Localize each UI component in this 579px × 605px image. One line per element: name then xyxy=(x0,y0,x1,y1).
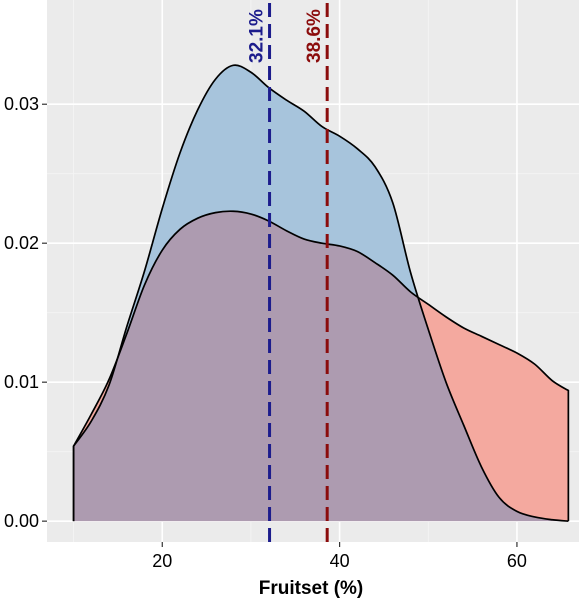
x-tick-label: 40 xyxy=(330,551,350,571)
density-area-overlap xyxy=(73,211,569,522)
axis-ticks: 20 40 60 0.00 0.01 0.02 0.03 xyxy=(4,94,527,571)
y-tick-label: 0.01 xyxy=(4,372,39,392)
density-curves xyxy=(72,64,570,522)
density-areas xyxy=(73,65,569,522)
x-tick-label: 60 xyxy=(507,551,527,571)
reference-lines: 32.1% 38.6% xyxy=(247,3,329,542)
density-curve-blue xyxy=(72,64,569,522)
reference-label-0: 32.1% xyxy=(247,9,268,63)
y-tick-label: 0.02 xyxy=(4,233,39,253)
x-tick-label: 20 xyxy=(152,551,172,571)
y-tick-label: 0.03 xyxy=(4,94,39,114)
y-tick-label: 0.00 xyxy=(4,511,39,531)
reference-label-1: 38.6% xyxy=(304,9,325,63)
x-axis-title: Fruitset (%) xyxy=(259,578,364,599)
density-curve-red xyxy=(72,210,570,522)
